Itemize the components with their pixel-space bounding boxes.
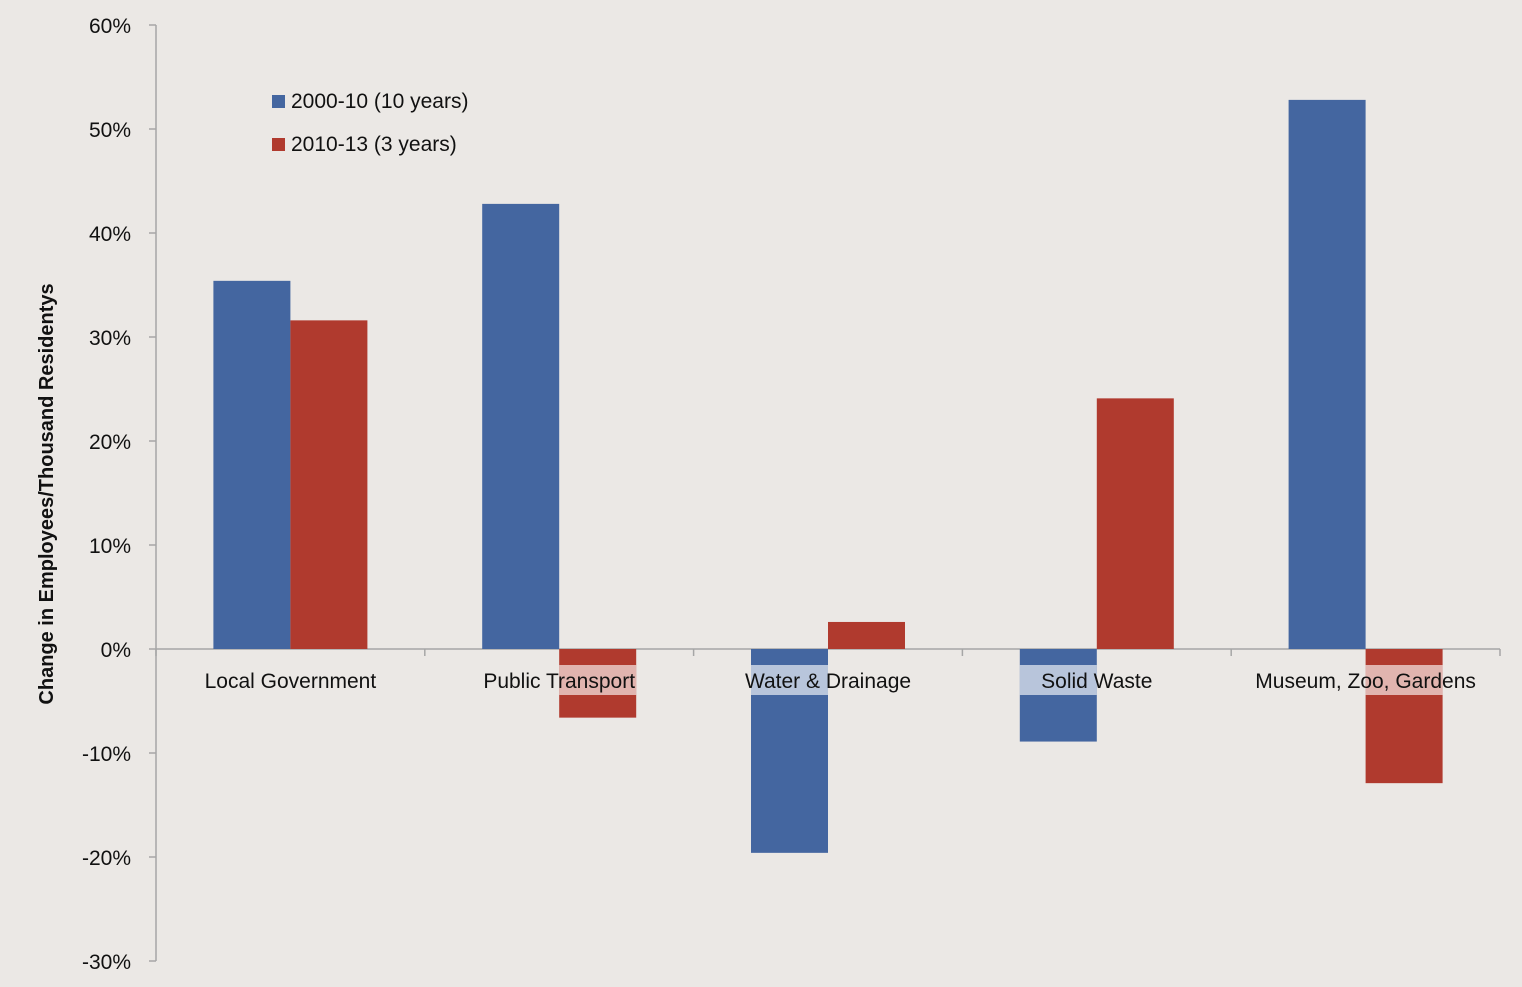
bar-2000-10-0 xyxy=(213,280,291,649)
legend-swatch-2000-10 xyxy=(272,95,285,108)
bars xyxy=(213,99,1443,853)
bar-2010-13-0 xyxy=(290,320,368,649)
x-category-label: Public Transport xyxy=(483,670,635,693)
bar-2010-13-2 xyxy=(828,621,905,649)
legend-label-2010-13: 2010-13 (3 years) xyxy=(291,133,457,156)
legend-label-2000-10: 2000-10 (10 years) xyxy=(291,90,468,113)
bar-2000-10-3 xyxy=(1019,649,1097,742)
x-category-label: Solid Waste xyxy=(1041,670,1152,693)
label-backdrop xyxy=(1365,665,1443,695)
x-category-label: Museum, Zoo, Gardens xyxy=(1255,670,1476,693)
y-tick-label: 10% xyxy=(89,535,131,558)
y-tick-label: -20% xyxy=(82,847,131,870)
bar-2010-13-3 xyxy=(1096,398,1174,649)
label-backdrop xyxy=(751,665,828,695)
y-tick-label: 40% xyxy=(89,223,131,246)
bar-2000-10-4 xyxy=(1288,99,1366,649)
x-axis-labels: Local Government Public Transport Water & … xyxy=(205,670,1476,693)
y-axis-title: Change in Employees/Thousand Residentys xyxy=(36,283,58,704)
y-tick-label: -10% xyxy=(82,743,131,766)
y-tick-label: -30% xyxy=(82,951,131,974)
x-category-label: Water & Drainage xyxy=(745,670,911,693)
y-tick-label: 60% xyxy=(89,15,131,38)
label-backdrop xyxy=(1019,665,1097,695)
x-category-label: Local Government xyxy=(205,670,377,693)
y-tick-label: 0% xyxy=(101,639,131,662)
label-backdrop xyxy=(559,665,637,695)
y-axis: 60% 50% 40% 30% 20% 10% 0% -10% -20% -30% xyxy=(82,15,157,974)
legend: 2000-10 (10 years) 2010-13 (3 years) xyxy=(272,90,468,156)
y-tick-label: 50% xyxy=(89,119,131,142)
y-tick-label: 20% xyxy=(89,431,131,454)
legend-swatch-2010-13 xyxy=(272,138,285,151)
bar-2000-10-1 xyxy=(482,203,560,649)
y-tick-label: 30% xyxy=(89,327,131,350)
